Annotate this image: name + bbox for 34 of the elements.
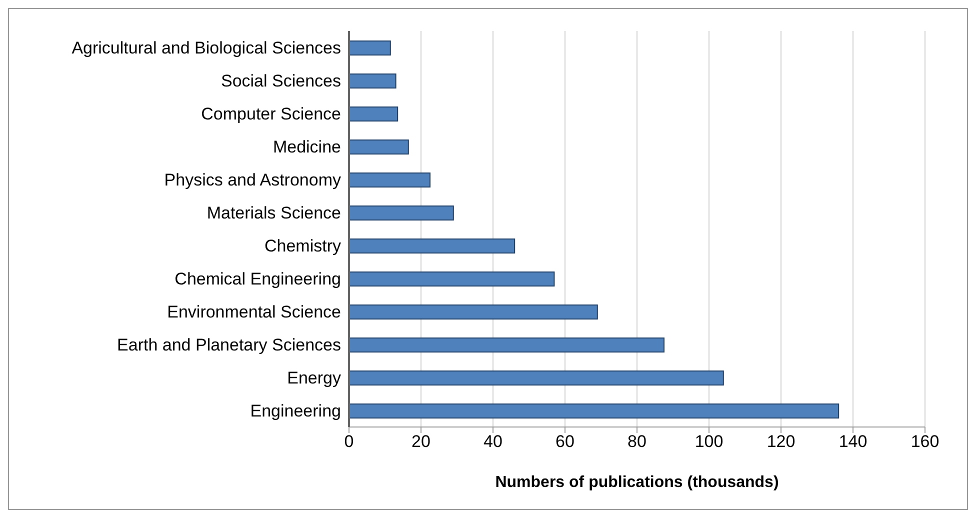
x-tick-label: 60 [556, 432, 574, 452]
y-tick-label: Computer Science [201, 104, 341, 124]
y-tick-label: Chemical Engineering [174, 270, 341, 289]
bar [349, 172, 430, 188]
bar [349, 40, 391, 56]
x-tick-label: 20 [412, 432, 430, 452]
y-tick-label: Earth and Planetary Sciences [117, 336, 341, 355]
x-axis-title: Numbers of publications (thousands) [495, 474, 779, 491]
bar [349, 106, 398, 122]
y-tick-label: Medicine [272, 138, 341, 157]
x-tick-label: 0 [344, 432, 354, 452]
bar [349, 304, 598, 320]
x-tick-label: 160 [910, 432, 940, 452]
y-tick-label: Materials Science [206, 204, 341, 223]
bar [349, 206, 454, 220]
x-tick-label: 80 [628, 432, 646, 452]
y-tick-label: Chemistry [264, 236, 342, 256]
y-tick-label: Engineering [250, 402, 341, 421]
bar [349, 238, 516, 254]
y-tick-label: Agricultural and Biological Sciences [72, 38, 341, 58]
bar [349, 404, 840, 418]
y-tick-label: Social Sciences [220, 72, 341, 91]
x-tick-label: 100 [694, 432, 724, 452]
y-tick-label: Environmental Science [167, 302, 341, 322]
bar [349, 272, 555, 286]
bar [349, 338, 664, 352]
x-tick-label: 40 [484, 432, 502, 452]
y-tick-label: Physics and Astronomy [164, 170, 342, 190]
y-tick-label: Energy [287, 368, 342, 388]
bar [349, 140, 409, 154]
bar [349, 74, 396, 88]
x-tick-label: 120 [766, 432, 796, 452]
bar [349, 370, 724, 386]
x-tick-label: 140 [838, 432, 868, 452]
